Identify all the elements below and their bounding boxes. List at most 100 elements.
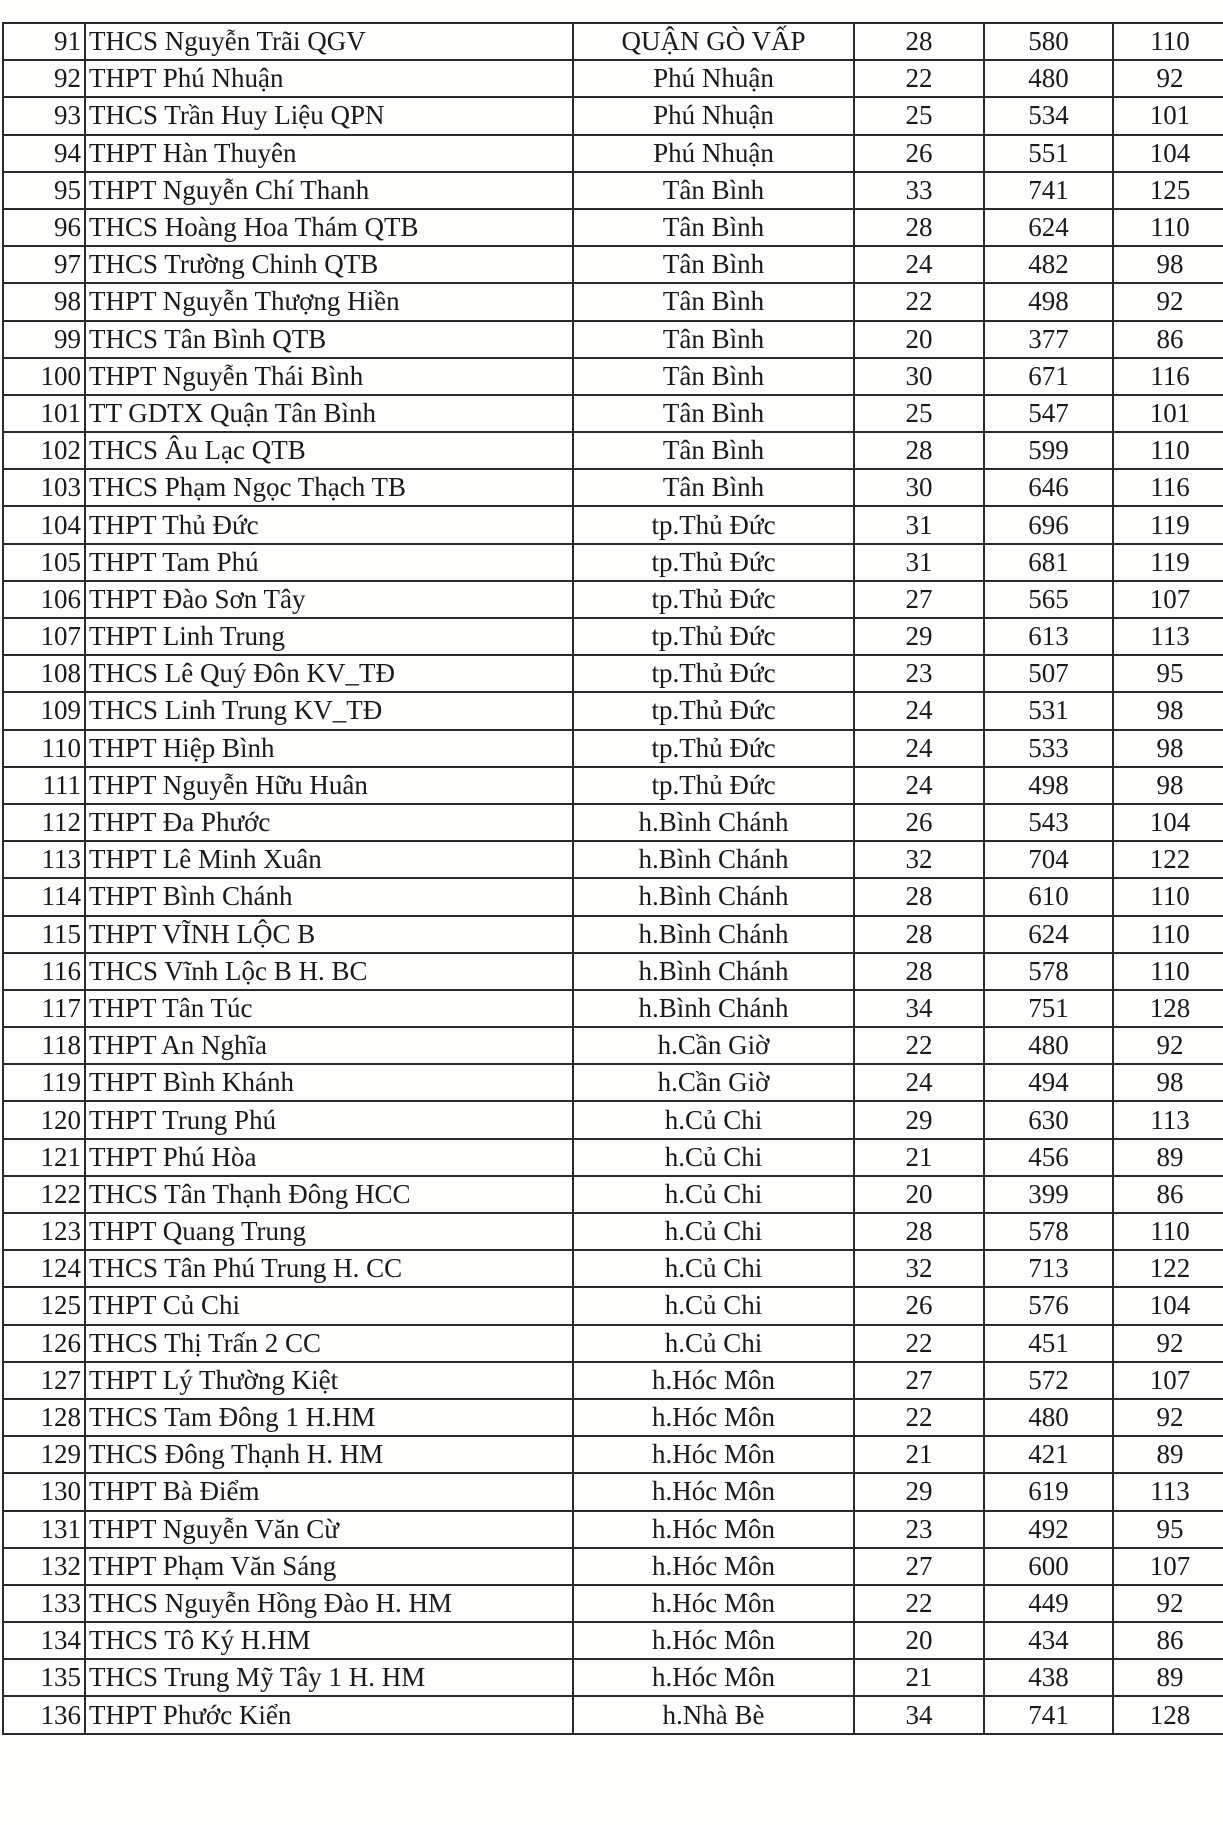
value-col-2-cell: 681 (983, 542, 1114, 582)
value-col-2-cell: 498 (983, 282, 1114, 322)
value-col-3-cell: 116 (1112, 468, 1223, 508)
district-cell: h.Cần Giờ (572, 1026, 855, 1066)
row-number-cell: 136 (2, 1695, 86, 1735)
school-name-cell: THPT Nguyễn Văn Cừ (84, 1509, 574, 1549)
value-col-2-cell: 578 (983, 951, 1114, 991)
value-col-3-cell: 89 (1112, 1658, 1223, 1698)
value-col-2-cell: 421 (983, 1435, 1114, 1475)
value-col-3-cell: 95 (1112, 654, 1223, 694)
value-col-1-cell: 21 (853, 1658, 985, 1698)
value-col-3-cell: 110 (1112, 431, 1223, 471)
district-cell: tp.Thủ Đức (572, 691, 855, 731)
table-row: 121 THPT Phú Hòa h.Củ Chi 21 456 89 (2, 1137, 1223, 1177)
table-row: 125 THPT Củ Chi h.Củ Chi 26 576 104 (2, 1286, 1223, 1326)
table-row: 96 THCS Hoàng Hoa Thám QTB Tân Bình 28 624 11… (2, 207, 1223, 248)
value-col-2-cell: 507 (983, 654, 1114, 694)
row-number-cell: 96 (2, 207, 86, 248)
table-row: 103 THCS Phạm Ngọc Thạch TB Tân Bình 30 646 1… (2, 468, 1223, 508)
value-col-1-cell: 23 (853, 1509, 985, 1549)
table-row: 135 THCS Trung Mỹ Tây 1 H. HM h.Hóc Môn 21 4… (2, 1658, 1223, 1698)
table-row: 109 THCS Linh Trung KV_TĐ tp.Thủ Đức 24 531 9… (2, 691, 1223, 731)
row-number-cell: 123 (2, 1211, 86, 1252)
value-col-2-cell: 533 (983, 728, 1114, 768)
value-col-1-cell: 24 (853, 765, 985, 805)
table-row: 124 THCS Tân Phú Trung H. CC h.Củ Chi 32 713… (2, 1249, 1223, 1289)
district-cell: h.Hóc Môn (572, 1360, 855, 1400)
value-col-3-cell: 119 (1112, 505, 1223, 545)
row-number-cell: 114 (2, 877, 86, 917)
value-col-2-cell: 498 (983, 765, 1114, 805)
row-number-cell: 119 (2, 1063, 86, 1103)
table-row: 104 THPT Thủ Đức tp.Thủ Đức 31 696 119 (2, 505, 1223, 545)
table-row: 127 THPT Lý Thường Kiệt h.Hóc Môn 27 572 107 (2, 1360, 1223, 1400)
value-col-3-cell: 98 (1112, 728, 1223, 768)
row-number-cell: 133 (2, 1583, 86, 1624)
row-number-cell: 134 (2, 1621, 86, 1661)
value-col-2-cell: 572 (983, 1360, 1114, 1400)
table-row: 99 THCS Tân Bình QTB Tân Bình 20 377 86 (2, 319, 1223, 359)
school-name-cell: THCS Tân Thạnh Đông HCC (84, 1174, 574, 1215)
value-col-1-cell: 22 (853, 59, 985, 99)
row-number-cell: 116 (2, 951, 86, 991)
district-cell: h.Củ Chi (572, 1211, 855, 1252)
row-number-cell: 109 (2, 691, 86, 731)
value-col-3-cell: 107 (1112, 579, 1223, 620)
row-number-cell: 121 (2, 1137, 86, 1177)
value-col-2-cell: 480 (983, 1026, 1114, 1066)
value-col-2-cell: 624 (983, 914, 1114, 954)
value-col-1-cell: 30 (853, 356, 985, 396)
district-cell: Phú Nhuận (572, 133, 855, 173)
school-name-cell: THPT Lê Minh Xuân (84, 840, 574, 880)
table-row: 101 TT GDTX Quận Tân Bình Tân Bình 25 547 101 (2, 393, 1223, 434)
value-col-2-cell: 704 (983, 840, 1114, 880)
row-number-cell: 126 (2, 1323, 86, 1363)
table-row: 134 THCS Tô Ký H.HM h.Hóc Môn 20 434 86 (2, 1621, 1223, 1661)
value-col-1-cell: 20 (853, 319, 985, 359)
school-name-cell: THCS Lê Quý Đôn KV_TĐ (84, 654, 574, 694)
value-col-1-cell: 30 (853, 468, 985, 508)
value-col-3-cell: 98 (1112, 691, 1223, 731)
value-col-1-cell: 34 (853, 988, 985, 1029)
value-col-2-cell: 624 (983, 207, 1114, 248)
row-number-cell: 124 (2, 1249, 86, 1289)
district-cell: h.Củ Chi (572, 1286, 855, 1326)
district-cell: Tân Bình (572, 282, 855, 322)
value-col-2-cell: 534 (983, 96, 1114, 136)
value-col-2-cell: 451 (983, 1323, 1114, 1363)
value-col-3-cell: 92 (1112, 1323, 1223, 1363)
value-col-3-cell: 119 (1112, 542, 1223, 582)
table-row: 119 THPT Bình Khánh h.Cần Giờ 24 494 98 (2, 1063, 1223, 1103)
value-col-1-cell: 22 (853, 1397, 985, 1438)
value-col-3-cell: 110 (1112, 877, 1223, 917)
value-col-2-cell: 377 (983, 319, 1114, 359)
value-col-2-cell: 613 (983, 616, 1114, 657)
table-row: 94 THPT Hàn Thuyên Phú Nhuận 26 551 104 (2, 133, 1223, 173)
value-col-3-cell: 107 (1112, 1546, 1223, 1586)
school-name-cell: THCS Trung Mỹ Tây 1 H. HM (84, 1658, 574, 1698)
value-col-3-cell: 110 (1112, 914, 1223, 954)
school-name-cell: THPT Bà Điểm (84, 1472, 574, 1512)
value-col-3-cell: 98 (1112, 765, 1223, 805)
table-row: 98 THPT Nguyễn Thượng Hiền Tân Bình 22 498 92 (2, 282, 1223, 322)
value-col-1-cell: 31 (853, 505, 985, 545)
table-row: 122 THCS Tân Thạnh Đông HCC h.Củ Chi 20 399 8… (2, 1174, 1223, 1215)
table-row: 116 THCS Vĩnh Lộc B H. BC h.Bình Chánh 28 57… (2, 951, 1223, 991)
table-row: 117 THPT Tân Túc h.Bình Chánh 34 751 128 (2, 988, 1223, 1029)
value-col-3-cell: 92 (1112, 1397, 1223, 1438)
district-cell: h.Hóc Môn (572, 1509, 855, 1549)
row-number-cell: 131 (2, 1509, 86, 1549)
table-row: 114 THPT Bình Chánh h.Bình Chánh 28 610 110 (2, 877, 1223, 917)
district-cell: Tân Bình (572, 393, 855, 434)
table-row: 123 THPT Quang Trung h.Củ Chi 28 578 110 (2, 1211, 1223, 1252)
value-col-2-cell: 630 (983, 1100, 1114, 1140)
district-cell: h.Hóc Môn (572, 1546, 855, 1586)
row-number-cell: 103 (2, 468, 86, 508)
value-col-3-cell: 98 (1112, 1063, 1223, 1103)
value-col-3-cell: 113 (1112, 616, 1223, 657)
school-name-cell: THCS Vĩnh Lộc B H. BC (84, 951, 574, 991)
row-number-cell: 122 (2, 1174, 86, 1215)
school-name-cell: THCS Âu Lạc QTB (84, 431, 574, 471)
value-col-3-cell: 86 (1112, 1621, 1223, 1661)
district-cell: Tân Bình (572, 245, 855, 285)
row-number-cell: 132 (2, 1546, 86, 1586)
